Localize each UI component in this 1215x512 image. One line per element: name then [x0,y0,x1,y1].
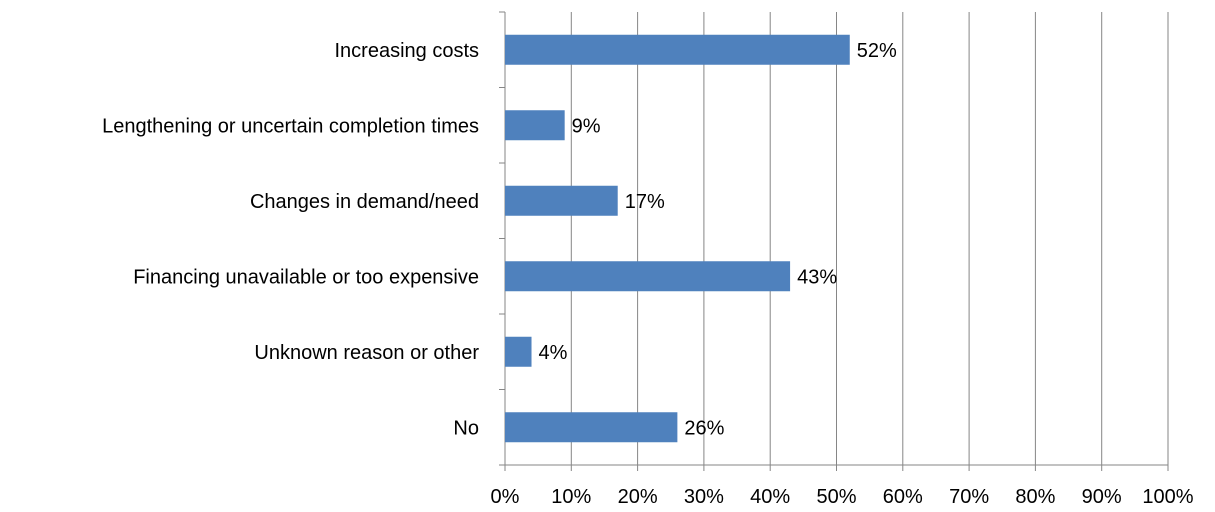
bars [505,34,850,443]
bar [505,185,618,216]
category-label: Increasing costs [334,40,479,62]
data-label: 43% [797,266,837,288]
x-tick-label: 40% [750,486,790,508]
data-label: 52% [857,40,897,62]
x-tick-label: 60% [883,486,923,508]
bar [505,412,678,443]
gridlines [570,12,1169,465]
x-tick-label: 50% [816,486,856,508]
labels: 0% 10% 20% 30% 40% 50% 60% 70% 80% 90% 100% Increas… [102,40,1194,508]
x-tick-label: 90% [1082,486,1122,508]
data-label: 9% [572,115,601,137]
x-tick-label: 0% [491,486,520,508]
x-tick-label: 70% [949,486,989,508]
x-tick-label: 20% [618,486,658,508]
bar [505,261,791,292]
bar [505,336,532,367]
category-label: Lengthening or uncertain completion time… [102,115,479,137]
data-label: 26% [684,417,724,439]
bar [505,34,850,65]
x-tick-label: 80% [1015,486,1055,508]
category-label: No [453,417,479,439]
x-tick-label: 10% [551,486,591,508]
bar [505,110,565,141]
axes [499,11,1169,471]
category-label: Changes in demand/need [250,191,479,213]
x-tick-label: 30% [684,486,724,508]
category-label: Financing unavailable or too expensive [133,266,479,288]
data-label: 4% [539,342,568,364]
data-label: 17% [625,191,665,213]
x-tick-label: 100% [1142,486,1193,508]
category-label: Unknown reason or other [254,342,479,364]
